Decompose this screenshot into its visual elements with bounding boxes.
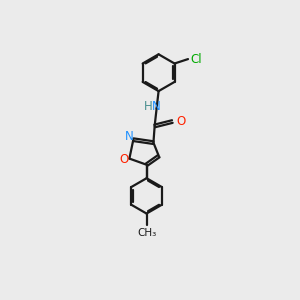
Text: O: O (119, 153, 129, 166)
Text: O: O (177, 115, 186, 128)
Text: CH₃: CH₃ (137, 228, 156, 238)
Text: H: H (144, 100, 152, 113)
Text: N: N (152, 100, 161, 113)
Text: N: N (124, 130, 133, 143)
Text: Cl: Cl (190, 52, 202, 66)
